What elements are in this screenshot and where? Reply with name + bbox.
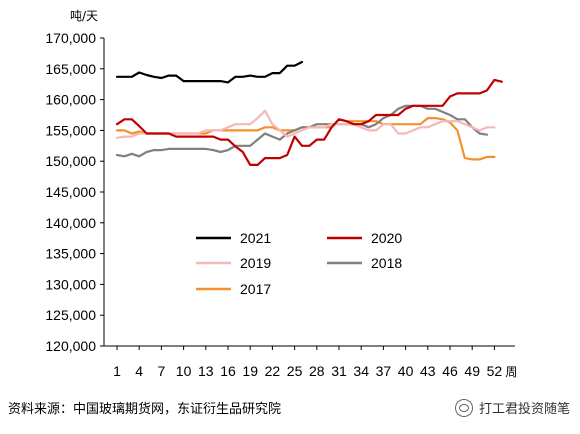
series-line-2020	[115, 78, 503, 166]
watermark: 打工君投资随笔	[454, 398, 570, 417]
x-tick-label: 16	[220, 363, 236, 379]
y-tick-label: 155,000	[45, 122, 96, 138]
legend-label-2020: 2020	[371, 230, 402, 246]
legend-label-2021: 2021	[240, 230, 271, 246]
axes: 170,000 165,000 160,000 155,000 150,000 145,0…	[45, 9, 517, 379]
x-tick-label: 46	[442, 363, 458, 379]
x-tick-label: 37	[376, 363, 392, 379]
x-tick-label: 40	[398, 363, 414, 379]
y-tick-label: 125,000	[45, 307, 96, 323]
x-tick-label: 7	[158, 363, 166, 379]
y-tick-label: 150,000	[45, 153, 96, 169]
y-tick-label: 130,000	[45, 276, 96, 292]
series-line-2019	[115, 109, 496, 139]
legend: 2021 2020 2019 2018 2017	[196, 230, 402, 297]
x-unit-label: 周	[505, 365, 517, 379]
y-unit-label: 吨/天	[70, 9, 98, 23]
x-tick-label: 49	[464, 363, 480, 379]
series-lines	[115, 60, 503, 166]
x-tick-label: 43	[420, 363, 436, 379]
x-tick-label: 22	[265, 363, 281, 379]
legend-label-2017: 2017	[240, 281, 271, 297]
y-tick-label: 145,000	[45, 184, 96, 200]
legend-label-2018: 2018	[371, 255, 402, 271]
line-chart: 170,000 165,000 160,000 155,000 150,000 145,0…	[45, 9, 517, 379]
x-tick-label: 1	[113, 363, 121, 379]
x-tick-label: 52	[487, 363, 503, 379]
legend-label-2019: 2019	[240, 255, 271, 271]
x-tick-label: 34	[353, 363, 369, 379]
x-tick-label: 25	[287, 363, 303, 379]
x-tick-label: 4	[135, 363, 143, 379]
x-tick-label: 10	[176, 363, 192, 379]
x-tick-label: 28	[309, 363, 325, 379]
y-tick-label: 120,000	[45, 338, 96, 354]
x-tick-label: 13	[198, 363, 214, 379]
series-line-2021	[115, 60, 304, 84]
source-note: 资料来源：中国玻璃期货网，东证衍生品研究院	[8, 402, 282, 417]
watermark-text: 打工君投资随笔	[478, 402, 570, 417]
x-tick-label: 31	[331, 363, 347, 379]
y-tick-label: 160,000	[45, 92, 96, 108]
y-tick-label: 170,000	[45, 30, 96, 46]
x-tick-label: 19	[242, 363, 258, 379]
y-tick-label: 135,000	[45, 246, 96, 262]
series-line-2018	[115, 104, 489, 158]
y-tick-label: 140,000	[45, 215, 96, 231]
y-tick-label: 165,000	[45, 61, 96, 77]
wechat-icon	[454, 398, 473, 417]
